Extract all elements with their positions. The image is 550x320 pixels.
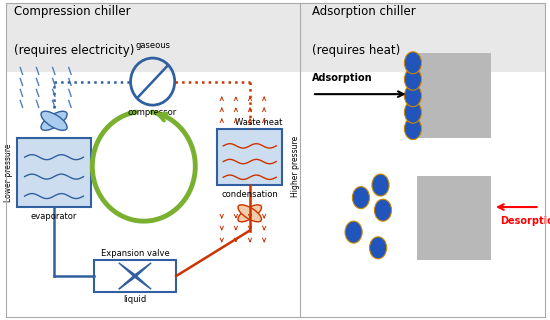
FancyBboxPatch shape xyxy=(217,129,282,185)
Text: evaporator: evaporator xyxy=(31,212,77,221)
Text: Waste heat: Waste heat xyxy=(235,118,282,127)
Text: (requires electricity): (requires electricity) xyxy=(14,44,135,57)
Text: Adsorption: Adsorption xyxy=(312,73,372,83)
Circle shape xyxy=(375,199,392,221)
Text: Desorption: Desorption xyxy=(500,216,550,227)
Ellipse shape xyxy=(41,111,67,130)
Bar xyxy=(6,3,300,72)
Text: compressor: compressor xyxy=(128,108,177,117)
Polygon shape xyxy=(119,263,151,277)
Circle shape xyxy=(404,85,421,107)
FancyBboxPatch shape xyxy=(417,53,491,138)
Ellipse shape xyxy=(238,205,261,222)
Circle shape xyxy=(404,118,421,140)
Text: Compression chiller: Compression chiller xyxy=(14,5,131,18)
Ellipse shape xyxy=(41,111,67,130)
Circle shape xyxy=(404,52,421,74)
Text: Higher pressure: Higher pressure xyxy=(291,136,300,197)
Bar xyxy=(300,3,544,72)
Text: Expansion valve: Expansion valve xyxy=(101,249,169,258)
FancyBboxPatch shape xyxy=(17,138,91,207)
Polygon shape xyxy=(119,276,135,289)
Polygon shape xyxy=(119,275,151,289)
Circle shape xyxy=(404,101,421,123)
Text: gaseous: gaseous xyxy=(135,41,170,50)
Circle shape xyxy=(345,221,362,243)
Circle shape xyxy=(372,174,389,196)
Ellipse shape xyxy=(238,205,261,222)
Circle shape xyxy=(370,237,387,259)
Text: (requires heat): (requires heat) xyxy=(312,44,400,57)
Text: Adsorption chiller: Adsorption chiller xyxy=(312,5,416,18)
FancyBboxPatch shape xyxy=(417,176,491,260)
FancyBboxPatch shape xyxy=(94,260,176,292)
Text: Lower pressure: Lower pressure xyxy=(4,143,13,202)
Circle shape xyxy=(404,68,421,90)
Circle shape xyxy=(353,187,370,209)
Text: liquid: liquid xyxy=(123,295,147,304)
Text: condensation: condensation xyxy=(221,190,278,199)
